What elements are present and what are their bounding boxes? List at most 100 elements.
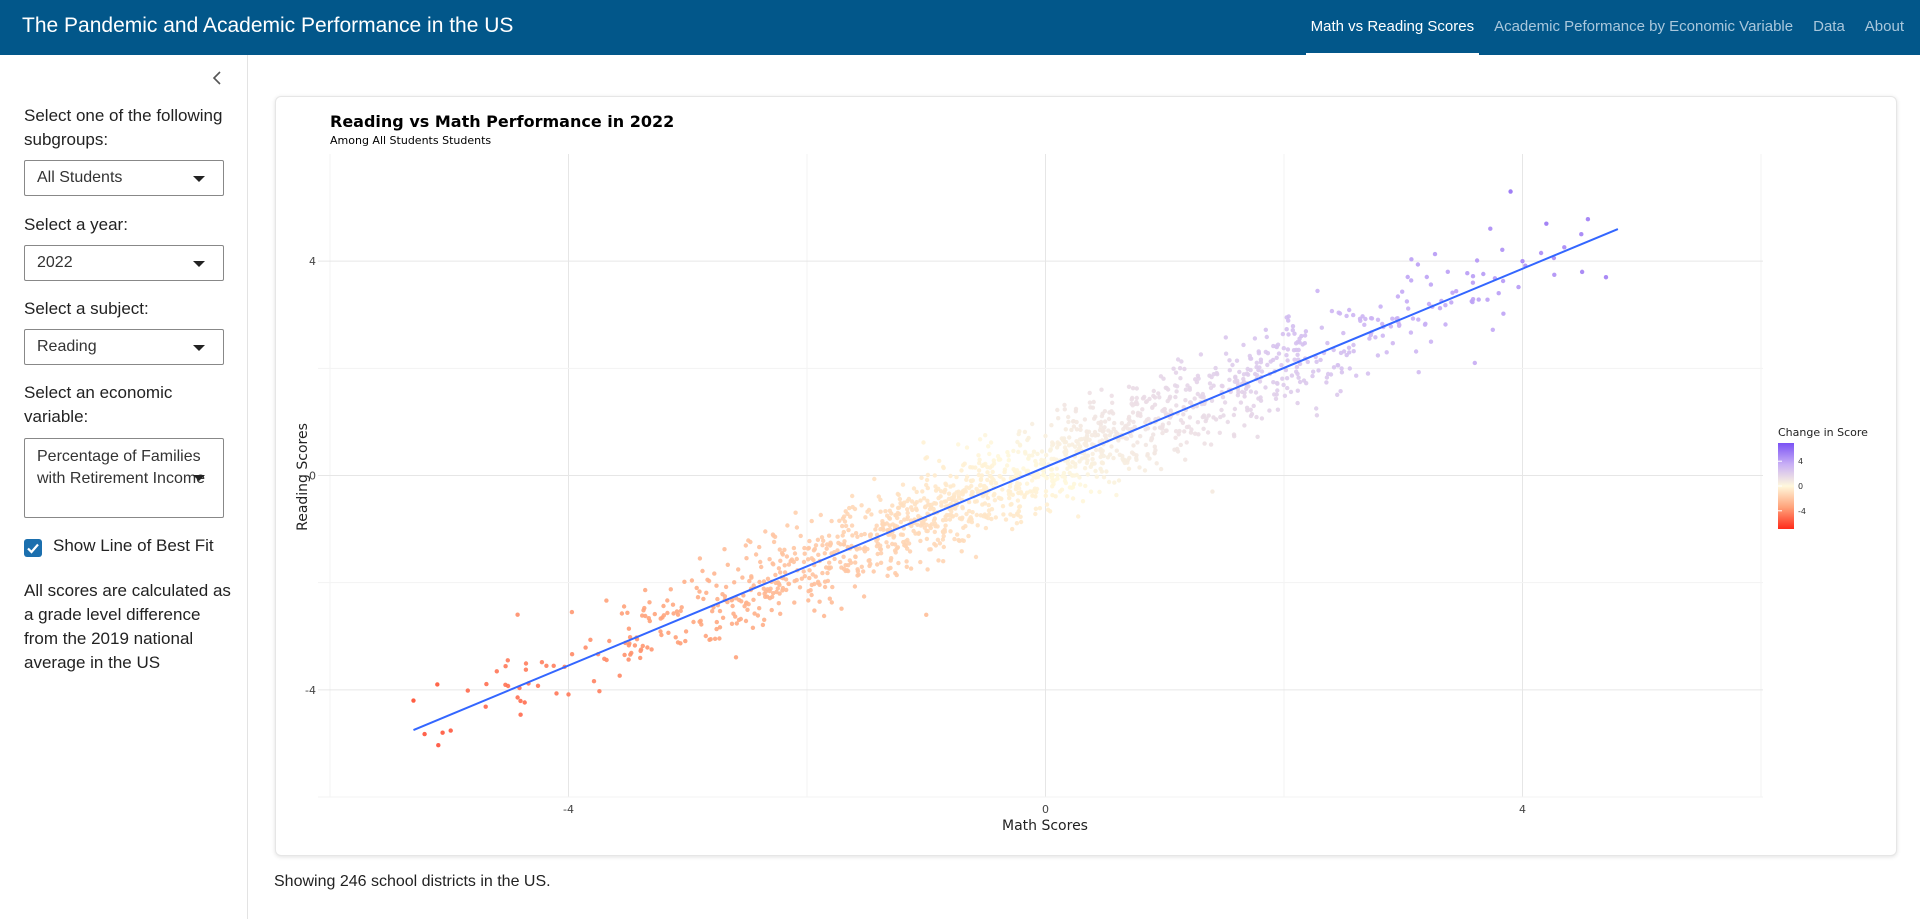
data-point	[929, 502, 934, 507]
data-point	[1234, 358, 1240, 363]
best-fit-label[interactable]: Show Line of Best Fit	[53, 536, 214, 555]
data-point	[1426, 301, 1432, 307]
year-select[interactable]: 2022	[24, 245, 224, 281]
data-point	[855, 567, 860, 572]
chevron-left-icon[interactable]	[210, 70, 226, 86]
data-point	[1014, 521, 1020, 526]
data-point	[1335, 363, 1340, 368]
data-point	[921, 440, 926, 445]
data-point	[940, 518, 946, 523]
data-point	[832, 556, 837, 562]
data-point	[1043, 493, 1048, 498]
data-point	[1256, 396, 1261, 401]
data-point	[973, 554, 979, 560]
data-point	[878, 509, 883, 514]
data-point	[730, 603, 735, 609]
data-point	[1034, 486, 1040, 492]
tab-about[interactable]: About	[1864, 18, 1904, 35]
data-point	[1066, 414, 1071, 420]
data-point	[1067, 435, 1072, 440]
data-point	[440, 730, 445, 735]
data-point	[933, 501, 939, 506]
tab-academic-performance-by-economic-variable[interactable]: Academic Peformance by Economic Variable	[1494, 18, 1794, 35]
data-point	[820, 570, 825, 576]
data-point	[977, 460, 982, 466]
tab-math-vs-reading[interactable]: Math vs Reading Scores	[1305, 0, 1480, 55]
data-point	[868, 561, 873, 567]
data-point	[915, 522, 920, 527]
data-point	[714, 583, 719, 588]
data-point	[1432, 251, 1438, 257]
data-point	[1187, 415, 1193, 420]
data-point	[1195, 391, 1200, 397]
tab-data[interactable]: Data	[1813, 18, 1845, 35]
data-point	[1091, 399, 1096, 405]
data-point	[658, 629, 663, 634]
data-point	[1070, 496, 1076, 501]
best-fit-checkbox[interactable]	[24, 539, 42, 557]
data-point	[1585, 217, 1591, 222]
subgroup-select[interactable]: All Students	[24, 160, 224, 196]
data-point	[1177, 366, 1183, 371]
data-point	[1579, 269, 1585, 275]
data-point	[522, 700, 527, 705]
data-point	[826, 565, 832, 570]
data-point	[1416, 370, 1421, 375]
data-point	[985, 470, 990, 475]
data-point	[1173, 370, 1179, 375]
data-point	[518, 698, 523, 704]
chevron-down-icon	[193, 261, 205, 267]
data-point	[1129, 401, 1134, 406]
data-point	[1253, 390, 1259, 395]
data-point	[1362, 322, 1367, 327]
data-point	[925, 498, 930, 503]
data-point	[985, 495, 991, 501]
data-point	[1286, 318, 1291, 323]
data-point	[838, 542, 843, 547]
data-point	[978, 482, 983, 488]
data-point	[769, 607, 774, 613]
data-point	[767, 596, 773, 601]
data-point	[1166, 421, 1171, 426]
data-point	[1241, 342, 1246, 348]
data-point	[1063, 439, 1069, 445]
data-point	[782, 563, 787, 568]
data-point	[1185, 383, 1190, 388]
data-point	[948, 473, 953, 479]
data-point	[824, 542, 830, 547]
data-point	[1470, 274, 1476, 279]
data-point	[954, 490, 959, 495]
data-point	[1033, 506, 1039, 511]
data-point	[1347, 350, 1352, 355]
data-point	[962, 488, 967, 493]
data-point	[1104, 469, 1109, 474]
data-point	[798, 533, 803, 539]
data-point	[1035, 451, 1040, 457]
data-point	[861, 569, 866, 574]
data-point	[925, 528, 930, 534]
data-point	[1143, 442, 1149, 448]
data-point	[773, 572, 778, 578]
data-point	[942, 499, 947, 504]
data-point	[822, 551, 827, 556]
data-point	[652, 611, 657, 617]
data-point	[1153, 448, 1158, 453]
data-point	[878, 560, 884, 565]
data-point	[1077, 459, 1082, 464]
data-point	[1520, 258, 1525, 264]
data-point	[1415, 262, 1421, 267]
data-point	[1022, 429, 1028, 435]
data-point	[1123, 423, 1128, 429]
data-point	[666, 630, 671, 635]
data-point	[683, 638, 688, 644]
data-point	[628, 652, 633, 657]
data-point	[875, 551, 880, 557]
subject-select[interactable]: Reading	[24, 329, 224, 365]
data-point	[757, 579, 762, 585]
data-point	[1000, 504, 1006, 509]
data-point	[853, 560, 858, 565]
economic-variable-select[interactable]: Percentage of Families with Retirement I…	[24, 438, 224, 518]
data-point	[484, 681, 489, 687]
data-point	[974, 512, 979, 518]
data-point	[811, 548, 817, 553]
